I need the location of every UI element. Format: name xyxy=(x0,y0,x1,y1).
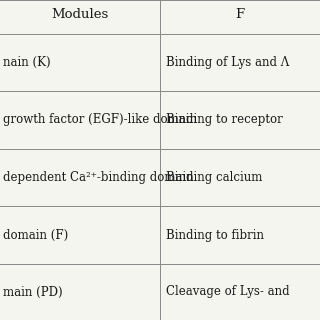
Text: growth factor (EGF)-like domain: growth factor (EGF)-like domain xyxy=(3,114,197,126)
Text: Binding of Lys and Λ: Binding of Lys and Λ xyxy=(166,56,290,69)
Text: Modules: Modules xyxy=(52,8,108,21)
Text: Cleavage of Lys- and: Cleavage of Lys- and xyxy=(166,285,290,299)
Text: F: F xyxy=(236,8,244,21)
Text: Binding to receptor: Binding to receptor xyxy=(166,114,283,126)
Text: Binding calcium: Binding calcium xyxy=(166,171,263,184)
Text: nain (K): nain (K) xyxy=(3,56,51,69)
Text: main (PD): main (PD) xyxy=(3,285,63,299)
Text: domain (F): domain (F) xyxy=(3,229,68,242)
Text: Binding to fibrin: Binding to fibrin xyxy=(166,229,264,242)
Text: dependent Ca²⁺-binding domain: dependent Ca²⁺-binding domain xyxy=(3,171,194,184)
